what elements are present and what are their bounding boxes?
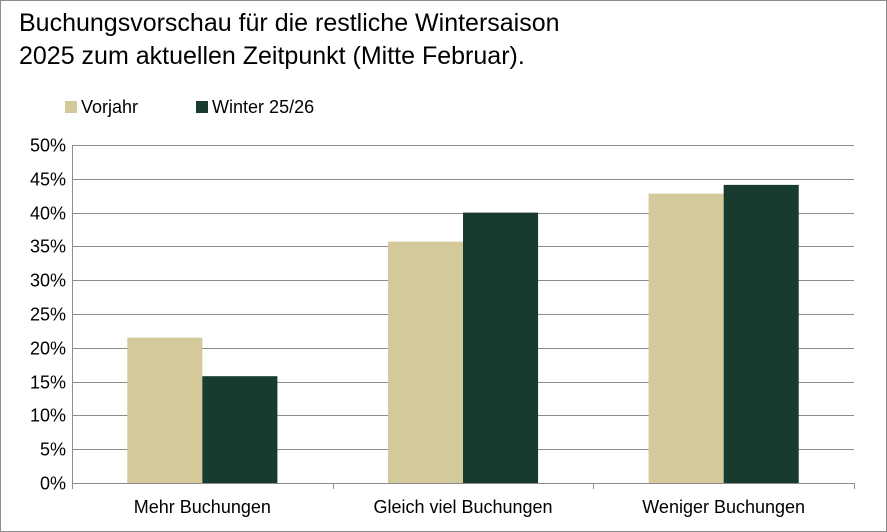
x-tick-label: Mehr Buchungen	[134, 497, 271, 517]
x-axis-labels: Mehr Buchungen Gleich viel Buchungen Wenig…	[134, 497, 805, 517]
y-tick-label: 25%	[30, 305, 66, 325]
bar	[202, 376, 278, 483]
y-tick-label: 5%	[40, 440, 66, 460]
bar	[648, 193, 724, 483]
x-tick-label: Weniger Buchungen	[642, 497, 805, 517]
legend-swatch-winter	[196, 101, 209, 113]
y-tick-label: 30%	[30, 271, 66, 291]
legend-label-vorjahr: Vorjahr	[81, 96, 139, 117]
y-tick-label: 10%	[30, 406, 66, 426]
bar	[127, 337, 203, 483]
y-axis-labels: 0% 5% 10% 15% 20% 25% 30% 35% 40% 45% 50%	[30, 136, 66, 494]
y-tick-label: 50%	[30, 136, 66, 156]
legend-label-winter: Winter 25/26	[212, 96, 315, 117]
bars	[127, 184, 799, 483]
y-tick-label: 0%	[40, 474, 66, 494]
y-tick-label: 40%	[30, 204, 66, 224]
y-tick-label: 45%	[30, 170, 66, 190]
y-tick-label: 35%	[30, 237, 66, 257]
bar	[387, 241, 463, 483]
chart-legend: Vorjahr Winter 25/26	[65, 96, 372, 118]
legend-item-winter: Winter 25/26	[196, 97, 314, 118]
chart-title-line-2: 2025 zum aktuellen Zeitpunkt (Mitte Febr…	[19, 42, 525, 70]
x-axis	[72, 145, 855, 489]
chart-title-line-1: Buchungsvorschau für die restliche Winte…	[19, 9, 560, 37]
chart-title: Buchungsvorschau für die restliche Winte…	[19, 7, 859, 73]
legend-item-vorjahr: Vorjahr	[65, 97, 138, 118]
y-tick-label: 20%	[30, 339, 66, 359]
bar	[723, 184, 799, 483]
legend-swatch-vorjahr	[65, 101, 77, 113]
bar	[463, 212, 539, 483]
y-tick-label: 15%	[30, 373, 66, 393]
x-tick-label: Gleich viel Buchungen	[373, 497, 552, 517]
